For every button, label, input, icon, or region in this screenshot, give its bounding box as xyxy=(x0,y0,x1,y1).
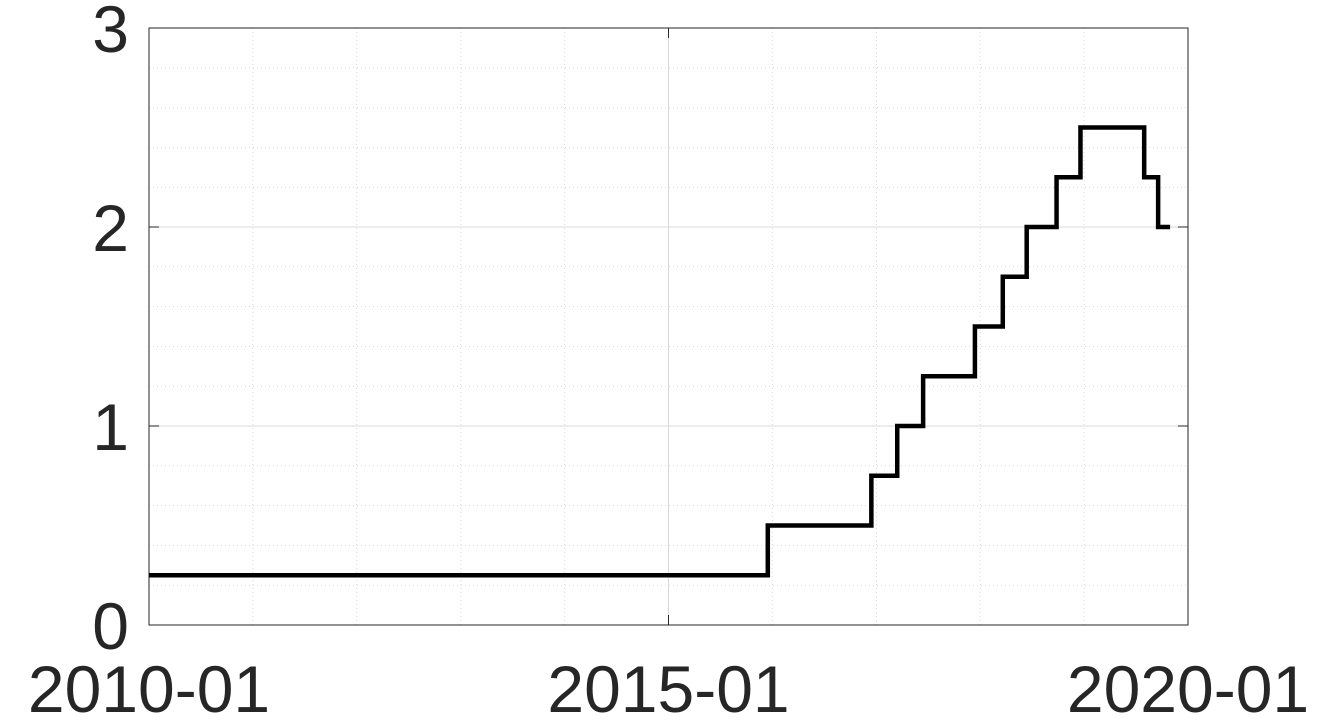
x-tick-label: 2015-01 xyxy=(547,652,789,722)
y-tick-label: 2 xyxy=(92,191,129,265)
y-tick-label: 1 xyxy=(92,390,129,464)
x-tick-label: 2020-01 xyxy=(1067,652,1309,722)
series-line xyxy=(149,125,1171,578)
y-tick-label: 0 xyxy=(92,589,129,663)
grid xyxy=(148,27,1189,626)
ticks xyxy=(148,27,1189,626)
series-layer xyxy=(149,125,1171,578)
tick-labels: 0 1 2 3 2010-01 2015-01 2020-01 xyxy=(28,0,1309,722)
x-tick-label: 2010-01 xyxy=(28,652,270,722)
y-tick-label: 3 xyxy=(92,0,129,66)
